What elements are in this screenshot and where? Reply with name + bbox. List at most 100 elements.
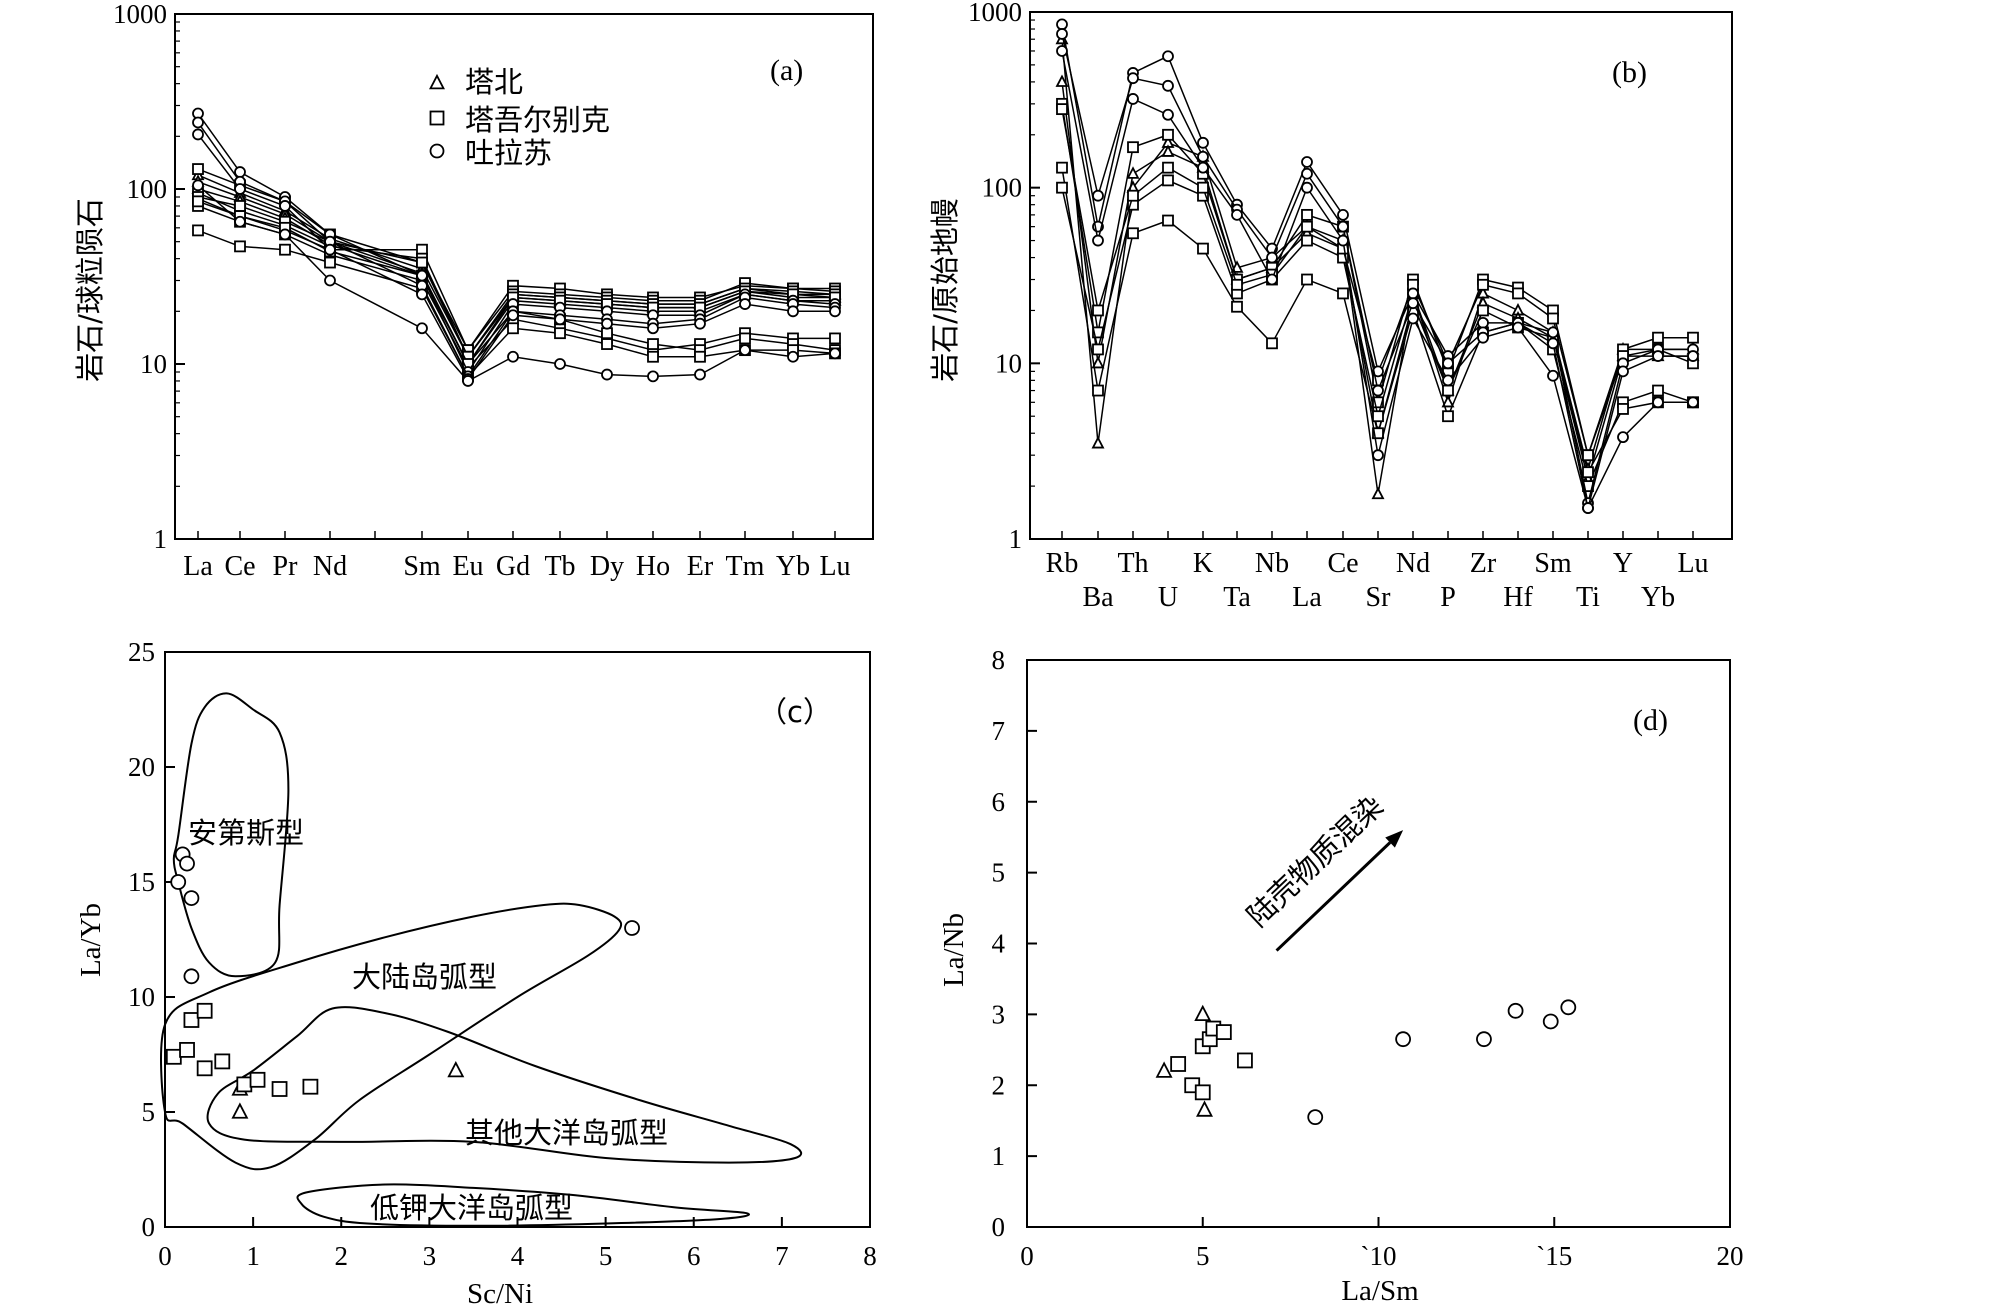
x-tick-label: 5 [599,1241,613,1271]
data-point [1301,273,1313,286]
x-tick-label: Rb [1046,548,1079,579]
x-tick-label: Tm [726,551,765,582]
x-tick-label: Er [687,551,714,582]
x-tick-label: 0 [158,1241,172,1271]
y-tick-label: 5 [142,1097,156,1127]
data-point [1442,410,1454,423]
contamination-annotation: 陆壳物质混染 [1240,789,1389,934]
tectonic-field-boundary [160,902,623,1171]
x-tick-label: P [1440,582,1456,613]
x-tick-label: La [1292,582,1322,613]
x-tick-label: Yb [776,551,810,582]
x-tick-label: Nb [1255,548,1289,579]
data-point [1372,396,1384,409]
legend-marker-triangle [429,73,445,90]
data-point [1127,189,1139,202]
data-point [1091,435,1105,449]
data-point [1337,287,1349,300]
data-point [1231,208,1243,221]
x-tick-label: Th [1117,548,1148,579]
data-point [1372,449,1384,462]
data-point [1127,141,1139,154]
data-point [1617,365,1629,378]
data-point [231,1102,249,1119]
x-tick-label: Hf [1503,582,1533,613]
panel-c-xlabel: Sc/Ni [467,1278,533,1305]
series-line [197,198,836,352]
y-tick-label: 15 [128,867,155,897]
data-point [1512,287,1524,300]
x-tick-label: La [183,551,213,582]
x-tick-label: 0 [1020,1241,1034,1271]
data-point [1092,384,1104,397]
panel-a-ylabel: 岩石/球粒陨石 [73,198,107,382]
data-point [1266,251,1278,264]
data-point [416,322,428,335]
data-point [416,288,428,301]
y-tick-label: 2 [992,1070,1006,1100]
data-point [1395,1031,1412,1048]
data-point [1127,93,1139,105]
x-tick-label: 4 [511,1241,525,1271]
data-point [647,370,659,383]
data-point [1092,343,1104,356]
y-tick-label: 1000 [968,0,1022,27]
data-point [601,338,613,350]
data-point [416,269,428,282]
data-point [1617,431,1629,444]
series-line [197,113,836,374]
data-point [1617,403,1629,415]
x-tick-label: Ti [1576,582,1600,613]
tectonic-field-boundary [296,1183,750,1227]
contamination-arrowhead [1385,830,1404,848]
y-tick-label: 5 [992,858,1006,888]
y-tick-label: 0 [142,1212,156,1242]
data-point [271,1081,288,1097]
data-point [1231,300,1243,313]
data-point [554,313,566,326]
data-point [1687,350,1699,362]
data-point [179,855,195,872]
data-point [1307,1109,1324,1126]
data-point [1652,396,1664,409]
data-point [1547,337,1559,350]
x-tick-label: 5 [1196,1241,1210,1271]
series-line [197,122,836,378]
x-tick-label: Dy [590,551,624,582]
data-point [1687,331,1699,344]
data-point [554,358,566,370]
data-point [1092,189,1104,202]
data-point [1126,166,1140,179]
x-tick-label: Ho [636,551,670,582]
data-point [1162,214,1174,227]
x-tick-label: 1 [246,1241,260,1271]
data-point [739,332,751,345]
data-point [1170,1056,1187,1072]
series-line [197,192,836,359]
data-point [1197,136,1209,149]
field-label-continental-arc: 大陆岛弧型 [352,960,497,994]
data-point [1162,108,1174,121]
data-point [192,116,204,129]
tectonic-field-boundary [206,1006,803,1164]
legend-label-tabei: 塔北 [465,65,523,99]
tectonic-field-boundary [172,692,290,978]
x-tick-label: 3 [423,1241,437,1271]
y-tick-label: 1 [1009,524,1023,554]
panel-d: 0 1 2 3 4 5 6 7 8 0 5 `10 `15 20 陆壳物质混染 (d) La/Sm La… [938,645,1744,1305]
data-point [279,243,291,256]
data-point [829,347,841,360]
data-point [1231,278,1243,291]
data-point [324,243,336,256]
data-point [1266,273,1278,286]
data-point [1407,312,1419,325]
y-tick-label: 0 [992,1212,1006,1242]
data-point [192,179,204,192]
data-point [1301,181,1313,194]
x-tick-label: Zr [1470,548,1497,579]
data-point [1237,1052,1253,1069]
data-point [1560,999,1577,1016]
data-point [1092,304,1104,317]
